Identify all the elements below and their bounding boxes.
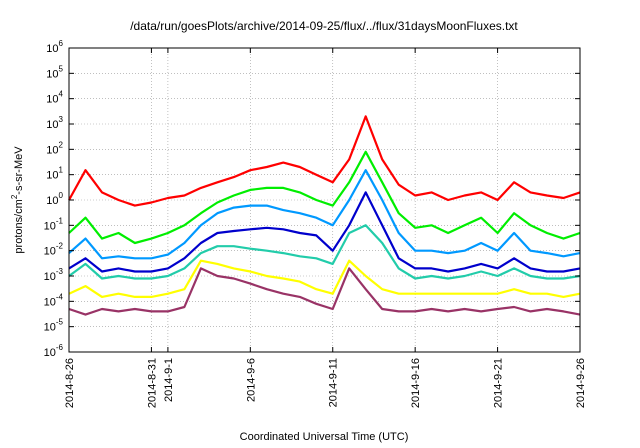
x-axis: 2014-8-26 2014-8-31 2014-9-1 2014-9-6 2014-9… bbox=[64, 48, 587, 408]
y-tick-label: 105 bbox=[46, 64, 63, 80]
y-tick-label: 104 bbox=[46, 90, 63, 106]
y-tick-label: 10-2 bbox=[44, 242, 64, 258]
x-tick-label: 2014-9-21 bbox=[493, 358, 505, 408]
series-line-3 bbox=[68, 191, 581, 273]
series-line-5 bbox=[68, 259, 581, 298]
x-tick-label: 2014-9-26 bbox=[575, 358, 587, 408]
y-axis-label: protons/cm2-s-sr-MeV bbox=[10, 146, 25, 254]
chart-title: /data/run/goesPlots/archive/2014-09-25/f… bbox=[130, 19, 518, 33]
series-group bbox=[68, 115, 581, 316]
y-tick-label: 106 bbox=[46, 39, 63, 55]
series-line-0 bbox=[68, 115, 581, 207]
y-tick-label: 10-6 bbox=[44, 343, 64, 359]
x-tick-label: 2014-9-1 bbox=[163, 358, 175, 402]
y-tick-label: 100 bbox=[46, 191, 63, 207]
y-tick-label: 10-3 bbox=[44, 267, 64, 283]
series-line-4 bbox=[68, 224, 581, 280]
x-tick-label: 2014-9-6 bbox=[245, 358, 257, 402]
x-axis-label: Coordinated Universal Time (UTC) bbox=[240, 431, 409, 443]
y-tick-label: 101 bbox=[46, 166, 63, 182]
x-tick-label: 2014-9-11 bbox=[328, 358, 340, 407]
y-axis: 10-6 10-5 10-4 10-3 10-2 10-1 100 101 102 103 104 1… bbox=[44, 39, 580, 359]
x-tick-label: 2014-8-26 bbox=[64, 358, 76, 408]
x-tick-label: 2014-9-16 bbox=[410, 358, 422, 408]
series-line-1 bbox=[68, 150, 581, 245]
y-tick-label: 10-1 bbox=[44, 216, 64, 232]
y-tick-label: 103 bbox=[46, 115, 63, 131]
y-tick-label: 10-5 bbox=[44, 318, 64, 334]
series-line-2 bbox=[68, 169, 581, 260]
y-tick-label: 10-4 bbox=[44, 292, 64, 308]
grid bbox=[69, 48, 580, 352]
y-tick-label: 102 bbox=[46, 140, 63, 156]
series-line-6 bbox=[68, 267, 581, 316]
x-tick-label: 2014-8-31 bbox=[146, 358, 158, 408]
